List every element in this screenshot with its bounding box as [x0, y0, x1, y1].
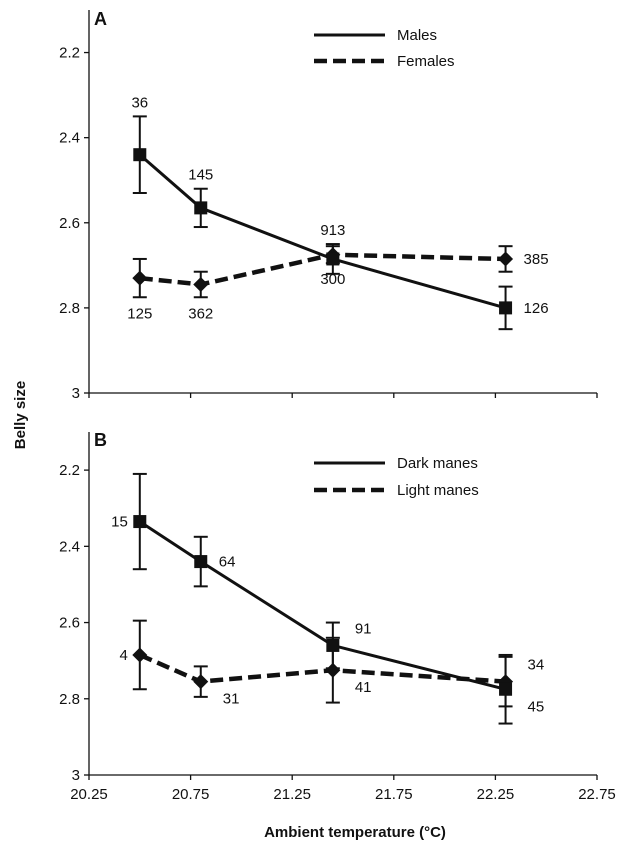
panel-b-y-tick-label: 2.2: [59, 462, 80, 479]
panel-b-y-tick-label: 2.6: [59, 615, 80, 632]
panel-a-y-tick-label: 3: [72, 385, 80, 402]
panel-a-legend: Males Females: [314, 27, 455, 70]
panel-b-x-tick-label: 22.75: [578, 786, 616, 803]
panel-b-axes: 2.2 2.4 2.6 2.8 3 20.25 20.75 21.25 21.75 22.25 22…: [59, 432, 616, 803]
panel-b-x-tick-label: 21.75: [375, 786, 413, 803]
panel-b-light-manes-n-label: 31: [223, 691, 240, 708]
panel-a-series-layer: 125 362 300 385 36 145 913 126: [127, 94, 549, 331]
panel-b-light-manes-n-label: 41: [355, 679, 372, 696]
panel-a-females-point: [498, 251, 514, 267]
panel-a-y-tick-label: 2.6: [59, 215, 80, 232]
panel-a-males-n-label: 913: [320, 222, 345, 239]
panel-a-males-point: [194, 201, 208, 215]
panel-b-legend-light-label: Light manes: [397, 482, 479, 499]
panel-a-females-n-label: 125: [127, 305, 152, 322]
panel-b-dark-manes-n-label: 64: [219, 554, 236, 571]
panel-b-letter: B: [94, 430, 107, 450]
panel-b-legend-dark-label: Dark manes: [397, 455, 478, 472]
panel-b-dark-manes-n-label: 45: [528, 698, 545, 715]
panel-a-plot: A 2.22.42.62.83 125 36230038536145913126 …: [59, 9, 598, 402]
panel-b-light-manes-n-label: 34: [528, 657, 545, 674]
panel-b-y-tick-label: 2.4: [59, 538, 80, 555]
panel-b-dark-manes-line: [138, 520, 506, 691]
panel-b-light-manes-point: [193, 674, 209, 690]
panel-b-light-manes-n-label: 4: [119, 647, 127, 664]
panel-b-plot: B 2.2 2.4 2.6 2.8 3 20.25 20.75 21.25 21.75 22.25…: [59, 430, 616, 803]
panel-a-females-point: [193, 276, 209, 292]
panel-b-x-tick-label: 21.25: [273, 786, 311, 803]
panel-b-series-dark-manes: 15 64 91 45: [111, 472, 545, 725]
panel-a-legend-males-label: Males: [397, 27, 437, 44]
panel-a-females-n-label: 385: [524, 251, 549, 268]
panel-a-y-tick-label: 2.2: [59, 45, 80, 62]
panel-a-males-point: [326, 252, 340, 266]
panel-b-light-manes-point: [325, 662, 341, 678]
panel-b-dark-manes-n-label: 91: [355, 620, 372, 637]
panel-b-y-tick-label: 3: [72, 767, 80, 784]
panel-b-x-tick-label: 22.25: [477, 786, 515, 803]
panel-a-axes: 2.2 2.4 2.6 2.8 3: [59, 10, 598, 402]
panel-a-series-females: 125 362 300 385: [127, 245, 549, 322]
panel-b-dark-manes-point: [499, 682, 513, 696]
panel-a-series-males: 36 145 913 126: [131, 94, 549, 331]
panel-a-females-line: [139, 252, 506, 287]
panel-b-y-tick-label: 2.8: [59, 691, 80, 708]
panel-b-x-tick-label: 20.25: [70, 786, 108, 803]
panel-a-legend-females-label: Females: [397, 53, 455, 70]
panel-b-legend: Dark manes Light manes: [314, 455, 479, 499]
panel-a-females-n-label: 300: [320, 271, 345, 288]
panel-b-dark-manes-n-label: 15: [111, 514, 128, 531]
panel-b-series-layer: 4 31 41 34 15 64 91 45: [111, 472, 545, 725]
x-axis-title: Ambient temperature (°C): [264, 824, 446, 841]
panel-b-dark-manes-point: [194, 555, 208, 569]
panel-b-dark-manes-point: [133, 515, 147, 529]
panel-a-males-n-label: 36: [131, 94, 148, 111]
panel-a-females-point: [132, 270, 148, 286]
panel-b-light-manes-point: [132, 647, 148, 663]
panel-a-males-point: [133, 148, 147, 162]
panel-b-dark-manes-point: [326, 638, 340, 652]
panel-a-males-line: [138, 153, 507, 310]
panel-a-females-n-label: 362: [188, 305, 213, 322]
panel-b-x-tick-label: 20.75: [172, 786, 210, 803]
panel-a-males-n-label: 145: [188, 167, 213, 184]
panel-a-y-tick-label: 2.8: [59, 300, 80, 317]
panel-a-males-n-label: 126: [524, 300, 549, 317]
y-axis-title: Belly size: [12, 381, 29, 449]
panel-a-letter: A: [94, 9, 107, 29]
panel-a-males-point: [499, 301, 513, 315]
panel-a-y-tick-label: 2.4: [59, 130, 80, 147]
panel-b-light-manes-line: [138, 652, 506, 684]
